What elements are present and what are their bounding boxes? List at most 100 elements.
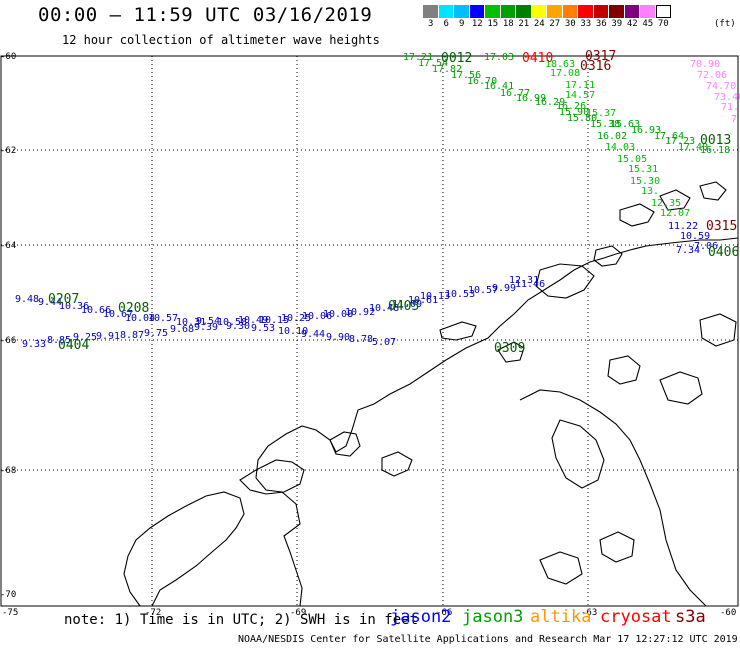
wave-height-label: 9.91 [96,331,120,342]
wave-height-label: 10.48 [369,303,399,314]
wave-height-label: 17.03 [484,52,514,63]
wave-height-label: 13. [641,186,659,197]
pass-time-label: 0208 [118,301,149,316]
wave-height-label: 10.08 [323,309,353,320]
plot-frame [0,55,739,607]
wave-height-label: 15.90 [559,107,589,118]
wave-height-label: 73.40 [714,92,740,103]
scale-swatch [578,5,594,18]
pass-time-label: 0013 [700,133,731,148]
wave-height-label: 7.34 [676,245,700,256]
scale-swatch [640,5,656,18]
lon-label: -69 [290,608,306,618]
wave-height-label: 10.04 [125,313,155,324]
lat-label: -62 [0,146,16,156]
lat-label: -60 [0,52,16,62]
scale-label: 15 [487,19,499,29]
wave-height-label: 10.57 [148,313,178,324]
scale-swatch [500,5,516,18]
wave-height-label: 12.35 [651,198,681,209]
wave-height-label: 10.92 [345,307,375,318]
lon-label: -63 [581,608,597,618]
wave-height-label: 10.13 [420,291,450,302]
wave-height-label: 15.31 [628,164,658,175]
wave-height-label: 15.80 [567,113,597,124]
wave-height-label: 8.87 [120,330,144,341]
wave-height-label: 10.25 [281,313,311,324]
wave-height-label: 70.90 [690,59,720,70]
wave-height-label: 18.63 [545,59,575,70]
pass-time-label: 0207 [48,292,79,307]
wave-height-label: 16.93 [631,125,661,136]
lat-label: -70 [0,590,16,600]
scale-label: 6 [443,19,449,29]
wave-height-label: 10.15 [259,315,289,326]
legend-jason3: jason3 [462,607,524,627]
wave-height-label: 9.44 [38,297,62,308]
lat-label: -64 [0,241,16,251]
wave-height-label: 9.99 [492,283,516,294]
lat-axis-labels: -60 -62 -64 -66 -68 -70 [0,52,16,600]
wave-height-label: 10.31 [176,317,206,328]
color-scale-swatches [423,5,671,18]
wave-height-label: 9.44 [301,329,325,340]
scale-label: 12 [471,19,483,29]
wave-height-label: 10.10 [278,326,308,337]
wave-height-label: 5.07 [372,337,396,348]
wave-height-label: 17.21 [403,52,433,63]
pass-time-label: 0406 [708,245,739,260]
wave-height-label: 9.90 [326,332,350,343]
wave-height-label: 17.54 [418,58,448,69]
wave-height-label: 10.59 [680,231,710,242]
pass-time-label: 0405 [388,299,419,314]
scale-swatch [593,5,609,18]
coastline [123,181,739,607]
wave-height-label: 17.23 [665,136,695,147]
wave-height-label: 16.02 [597,131,627,142]
scale-label: 27 [549,19,561,29]
footer-note: note: 1) Time is in UTC; 2) SWH is in fe… [64,612,419,628]
wave-height-label: 14.57 [565,90,595,101]
wave-height-label: 10.61 [408,295,438,306]
wave-height-label: 10.06 [302,311,332,322]
wave-height-label: 10.67 [103,309,133,320]
wave-height-label: 15.37 [586,108,616,119]
chart-title: 00:00 – 11:59 UTC 03/16/2019 [38,4,373,26]
wave-height-label: 12.07 [660,208,690,219]
pass-time-label: 0309 [494,341,525,356]
wave-height-label: 11.22 [668,221,698,232]
scale-swatch [516,5,532,18]
legend-altika: altika [530,607,592,627]
wave-height-label: 9.33 [22,339,46,350]
wave-height-label: 8.85 [47,335,71,346]
scale-swatch [562,5,578,18]
wave-height-label: 10.36 [59,301,89,312]
legend-jason2: jason2 [390,607,452,627]
wave-height-label: 11.09 [392,299,422,310]
scale-swatch [624,5,640,18]
wave-height-label: 10.66 [81,305,111,316]
wave-height-label: 17.82 [432,64,462,75]
scale-label: 21 [518,19,530,29]
wave-height-label: 16.99 [516,93,546,104]
wave-height-label: 17.56 [451,70,481,81]
wave-height-label: 16.41 [484,81,514,92]
wave-height-label: 14.03 [605,142,635,153]
chart-subtitle: 12 hour collection of altimeter wave hei… [62,33,380,47]
wave-height-label: 17.64 [654,131,684,142]
wave-height-label: 17.11 [565,80,595,91]
scale-label: 70 [657,19,669,29]
wave-height-label: 16.18 [700,145,730,156]
wave-height-label: 12.31 [509,275,539,286]
scale-label: 18 [502,19,514,29]
wave-height-label: 74.70 [706,81,736,92]
wave-height-label: 9.30 [226,321,250,332]
lon-label: -75 [2,608,18,618]
color-scale-labels: 3 6 9 12 15 18 21 24 27 30 33 36 39 42 45 70 [423,18,671,30]
lon-axis-labels: -75 -72 -69 -66 -63 -60 [2,608,736,618]
scale-unit: (ft) [714,19,736,29]
wave-height-label: 10.57 [468,285,498,296]
